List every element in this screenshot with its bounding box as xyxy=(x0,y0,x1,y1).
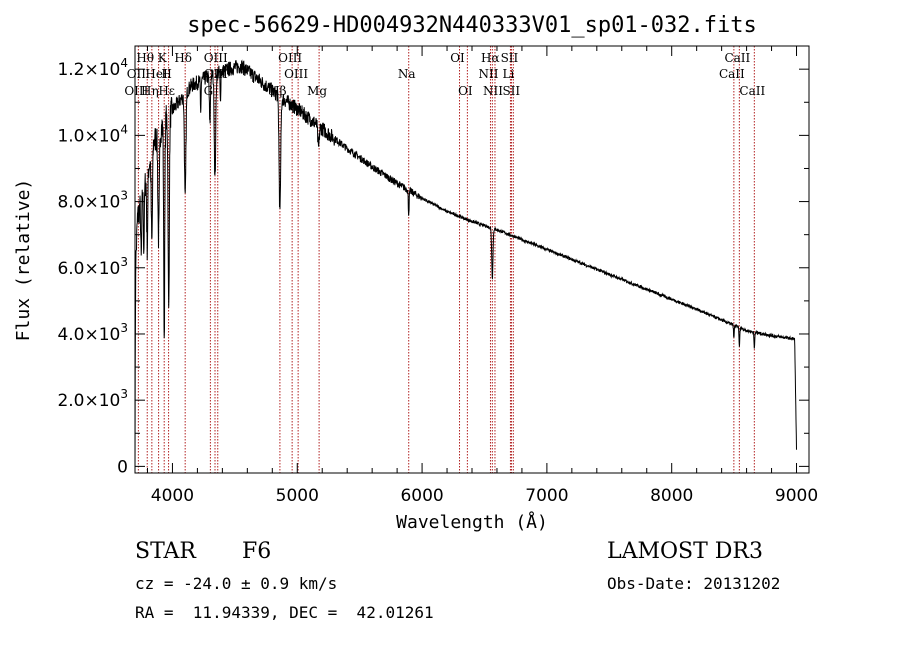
spectral-line-label: Hη xyxy=(141,84,159,98)
spectral-line-label: Na xyxy=(398,67,416,81)
y-tick-exponent: 4 xyxy=(120,56,128,70)
object-class: STAR xyxy=(135,539,196,564)
y-tick-label: 1.2×104 xyxy=(57,56,128,80)
x-axis-label: Wavelength (Å) xyxy=(396,511,548,533)
y-tick-label: 4.0×103 xyxy=(57,321,128,345)
spectral-line-label: Mg xyxy=(307,84,327,98)
y-tick-label: 0 xyxy=(117,457,128,477)
y-tick-label: 6.0×103 xyxy=(57,255,128,279)
x-tick-label: 6000 xyxy=(400,486,443,506)
object-subclass: F6 xyxy=(242,539,272,564)
spectral-line-label: Hδ xyxy=(174,51,192,65)
y-tick-mantissa: 4.0×10 xyxy=(57,325,120,345)
redshift-velocity: cz = -24.0 ± 0.9 km/s xyxy=(135,574,338,593)
spectral-line-label: CaII xyxy=(724,51,750,65)
line-markers xyxy=(137,46,755,473)
spectrum-line xyxy=(134,59,797,474)
spectral-line-label: NII xyxy=(483,84,503,98)
y-tick-mantissa: 0 xyxy=(117,457,128,477)
spectral-line-label: OIII xyxy=(284,67,308,81)
x-tick-label: 9000 xyxy=(775,486,818,506)
chart-title: spec-56629-HD004932N440333V01_sp01-032.f… xyxy=(187,13,757,38)
spectral-line-label: OIII xyxy=(278,51,302,65)
y-tick-mantissa: 2.0×10 xyxy=(57,391,120,411)
y-axis-label: Flux (relative) xyxy=(13,179,34,342)
y-tick-exponent: 3 xyxy=(120,321,128,335)
y-tick-exponent: 4 xyxy=(120,122,128,136)
spectral-line-label: NII xyxy=(478,67,498,81)
y-tick-mantissa: 8.0×10 xyxy=(57,193,120,213)
y-tick-label: 8.0×103 xyxy=(57,189,128,213)
x-axis-ticks: 4000 5000 6000 7000 8000 9000 xyxy=(146,46,818,506)
spectral-line-label: Li xyxy=(503,67,515,81)
spectral-line-label: OIII xyxy=(124,84,148,98)
spectral-line-label: SII xyxy=(502,84,520,98)
survey-name: LAMOST DR3 xyxy=(607,539,763,564)
observation-date: Obs-Date: 20131202 xyxy=(607,574,781,593)
spectral-line-label: CaII xyxy=(739,84,765,98)
spectral-line-label: OII xyxy=(127,67,147,81)
y-tick-mantissa: 6.0×10 xyxy=(57,259,120,279)
x-tick-label: 5000 xyxy=(276,486,319,506)
y-tick-exponent: 3 xyxy=(120,387,128,401)
x-tick-label: 7000 xyxy=(525,486,568,506)
spectral-line-label: H xyxy=(161,67,171,81)
spectral-line-label: Hα xyxy=(481,51,500,65)
y-tick-mantissa: 1.0×10 xyxy=(57,126,120,146)
y-tick-exponent: 3 xyxy=(120,255,128,269)
spectral-line-label: Hε xyxy=(158,84,175,98)
spectral-line-label: OIII xyxy=(204,51,228,65)
spectral-line-label: CaII xyxy=(719,67,745,81)
plot-frame xyxy=(134,45,810,474)
coordinates: RA = 11.94339, DEC = 42.01261 xyxy=(135,603,434,622)
y-tick-exponent: 3 xyxy=(120,189,128,203)
x-tick-label: 8000 xyxy=(650,486,693,506)
spectral-line-label: HeI xyxy=(145,67,168,81)
y-tick-mantissa: 1.2×10 xyxy=(57,60,120,80)
y-tick-label: 2.0×103 xyxy=(57,387,128,411)
y-axis-ticks: 02.0×1034.0×1036.0×1038.0×1031.0×1041.2×… xyxy=(57,56,809,477)
spectral-line-label: OI xyxy=(458,84,473,98)
spectral-line-label: K xyxy=(158,51,168,65)
spectral-line-label: G xyxy=(204,84,214,98)
spectral-line-label: OI xyxy=(450,51,465,65)
spectral-line-label: SII xyxy=(501,51,519,65)
y-tick-label: 1.0×104 xyxy=(57,122,128,146)
x-tick-label: 4000 xyxy=(151,486,194,506)
spectral-line-label: Hθ xyxy=(136,51,154,65)
